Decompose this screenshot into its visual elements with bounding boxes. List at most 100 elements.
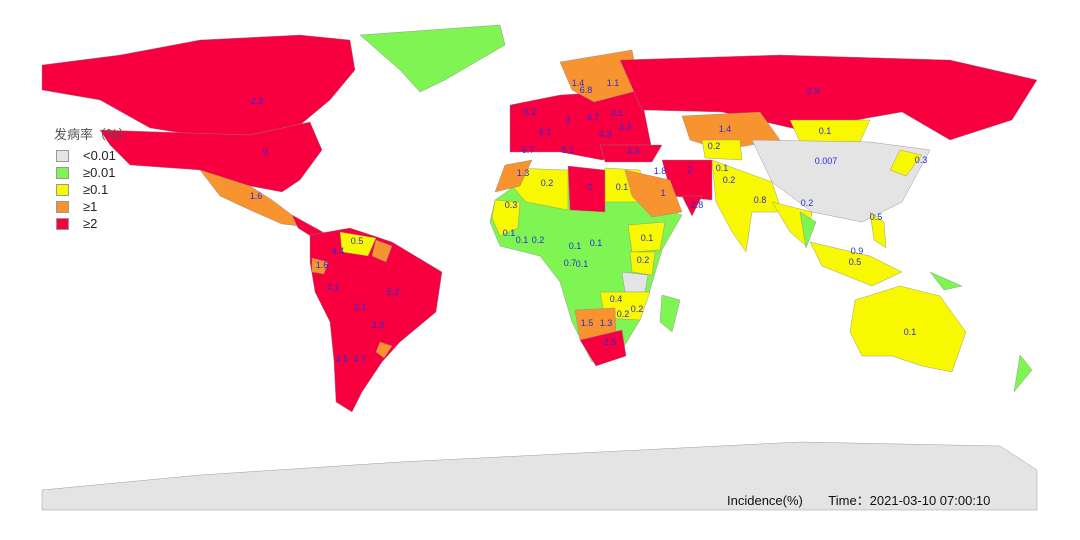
- region-indonesia: [809, 241, 903, 287]
- incidence-label: 0.2: [631, 304, 644, 314]
- incidence-label: 2.9: [807, 86, 820, 96]
- incidence-label: 5.1: [562, 145, 575, 155]
- incidence-label: 0.5: [849, 257, 862, 267]
- incidence-label: 2.5: [604, 337, 617, 347]
- incidence-label: 0.8: [754, 195, 767, 205]
- incidence-label: 0.007: [815, 156, 838, 166]
- incidence-label: 1.6: [316, 260, 329, 270]
- incidence-label: 0.2: [617, 309, 630, 319]
- incidence-label: 0.1: [590, 238, 603, 248]
- incidence-label: 0.7: [564, 258, 577, 268]
- region-tanzania: [621, 271, 649, 293]
- region-oman: [681, 195, 703, 217]
- region-new-zealand: [1013, 354, 1033, 393]
- incidence-label: 1.8: [654, 166, 667, 176]
- incidence-label: 2: [687, 165, 692, 175]
- region-south-america: [309, 227, 443, 413]
- incidence-label: 1.6: [250, 191, 263, 201]
- incidence-label: 3: [565, 115, 570, 125]
- timestamp: Time：2021-03-10 07:00:10: [828, 493, 991, 508]
- incidence-label: 1.4: [719, 124, 732, 134]
- legend-swatch: [56, 149, 69, 162]
- legend-label: ≥2: [83, 216, 98, 231]
- legend-label: ≥0.1: [83, 182, 109, 197]
- incidence-label: 4.1: [327, 282, 340, 292]
- incidence-label: 0.1: [716, 163, 729, 173]
- incidence-label: 0.2: [723, 175, 736, 185]
- incidence-label: 0.2: [637, 255, 650, 265]
- incidence-label: 0.2: [532, 235, 545, 245]
- incidence-label: 4.5: [336, 354, 349, 364]
- region-venezuela: [339, 231, 377, 257]
- incidence-label: 0.1: [616, 182, 629, 192]
- region-uruguay: [375, 341, 393, 359]
- incidence-label: 4.4: [332, 246, 345, 256]
- incidence-label: 0.2: [708, 141, 721, 151]
- incidence-label: 2.1: [354, 302, 367, 312]
- legend-swatch: [56, 183, 69, 196]
- region-china: [751, 139, 931, 223]
- legend-item: <0.01: [50, 147, 131, 164]
- incidence-label: 0.2: [541, 178, 554, 188]
- incidence-label: 0.1: [576, 259, 589, 269]
- region-morocco: [494, 159, 533, 193]
- incidence-label: 0.2: [801, 198, 814, 208]
- incidence-label: 6.1: [539, 127, 552, 137]
- incidence-label: 0.3: [915, 155, 928, 165]
- region-antarctica: [41, 441, 1038, 511]
- incidence-label: 1.5: [581, 318, 594, 328]
- incidence-label: 1.3: [517, 168, 530, 178]
- incidence-label: 4.7: [354, 354, 367, 364]
- incidence-label: 6.2: [524, 107, 537, 117]
- region-ethiopia: [627, 221, 666, 253]
- incidence-label: 9: [262, 147, 267, 157]
- incidence-label: 1: [660, 188, 665, 198]
- region-guiana: [371, 239, 393, 263]
- incidence-label: 0.1: [819, 126, 832, 136]
- region-kenya: [629, 251, 656, 276]
- region-japan: [889, 149, 923, 177]
- legend-item: ≥2: [50, 215, 131, 232]
- incidence-label: 0.9: [851, 246, 864, 256]
- region-west-africa: [491, 199, 521, 237]
- legend-item: ≥1: [50, 198, 131, 215]
- incidence-label: 1.4: [572, 78, 585, 88]
- incidence-label: 2: [587, 182, 592, 192]
- incidence-label: 0.5: [870, 212, 883, 222]
- footer: Incidence(%) Time：2021-03-10 07:00:10: [727, 490, 1012, 509]
- incidence-label: 3.1: [611, 108, 624, 118]
- region-saudi-arabia: [624, 169, 683, 218]
- incidence-label: 0.1: [503, 228, 516, 238]
- incidence-label: 2.8: [691, 200, 704, 210]
- incidence-label: 4.7: [587, 112, 600, 122]
- incidence-label: 2.3: [251, 96, 264, 106]
- incidence-label: 1.1: [607, 78, 620, 88]
- incidence-label: 0.1: [904, 327, 917, 337]
- legend-item: ≥0.1: [50, 181, 131, 198]
- legend-label: ≥1: [83, 199, 98, 214]
- legend-title: 发病率（%）: [54, 128, 132, 143]
- incidence-label: 0.4: [610, 294, 623, 304]
- region-greenland: [359, 24, 506, 93]
- region-ecuador: [311, 257, 329, 275]
- legend-swatch: [56, 217, 69, 230]
- legend-swatch: [56, 200, 69, 213]
- metric-label: Incidence(%): [727, 493, 803, 508]
- incidence-label: 3.3: [619, 122, 632, 132]
- region-central-asia: [701, 139, 743, 161]
- incidence-label: 0.1: [641, 233, 654, 243]
- region-libya: [567, 165, 606, 213]
- region-turkey: [599, 144, 663, 163]
- region-usa: [99, 121, 323, 193]
- legend-swatch: [56, 166, 69, 179]
- incidence-label: 6.8: [580, 85, 593, 95]
- incidence-label: 0.1: [569, 241, 582, 251]
- incidence-label: 1.3: [600, 318, 613, 328]
- region-png: [929, 271, 963, 291]
- legend-label: <0.01: [83, 148, 116, 163]
- incidence-label: 3.3: [627, 146, 640, 156]
- legend: 发病率（%） <0.01 ≥0.01 ≥0.1 ≥1 ≥2: [50, 124, 131, 232]
- region-india: [711, 159, 783, 253]
- legend-item: ≥0.01: [50, 164, 131, 181]
